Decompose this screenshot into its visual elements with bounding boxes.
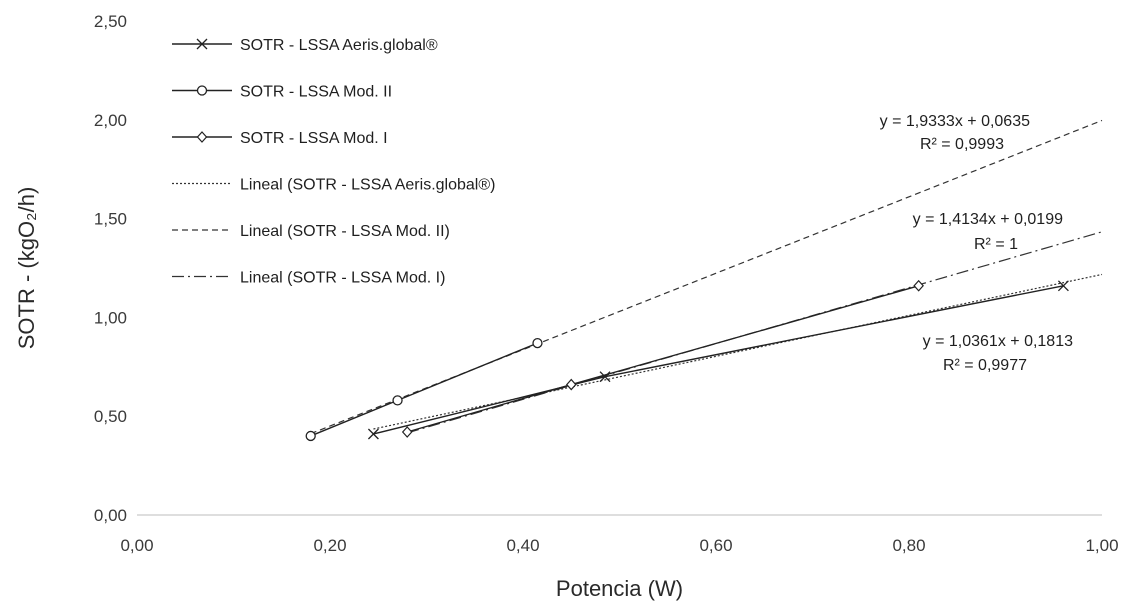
trendline-equation: y = 1,0361x + 0,1813 xyxy=(923,333,1073,350)
x-axis-title: Potencia (W) xyxy=(556,576,683,601)
trendline-r2: R² = 0,9977 xyxy=(943,357,1027,374)
x-tick-label: 0,80 xyxy=(892,536,925,555)
trendline-1 xyxy=(373,273,1103,430)
legend-label: SOTR - LSSA Aeris.global® xyxy=(240,37,438,54)
trendline-r2: R² = 0,9993 xyxy=(920,136,1004,153)
trendline-equation: y = 1,4134x + 0,0199 xyxy=(913,211,1063,228)
trendline-equation: y = 1,9333x + 0,0635 xyxy=(880,113,1030,130)
data-point xyxy=(532,337,543,349)
series-line-3 xyxy=(407,285,919,433)
data-point xyxy=(401,426,413,438)
x-tick-label: 0,60 xyxy=(699,536,732,555)
data-point xyxy=(305,430,316,442)
data-point xyxy=(913,279,924,292)
legend-label: SOTR - LSSA Mod. II xyxy=(240,84,392,101)
legend-label: SOTR - LSSA Mod. I xyxy=(240,130,388,147)
x-tick-label: 0,00 xyxy=(120,536,153,555)
legend: SOTR - LSSA Aeris.global® SOTR - LSSA Mod… xyxy=(172,37,495,287)
legend-marker xyxy=(196,131,208,143)
legend-label: Lineal (SOTR - LSSA Mod. II) xyxy=(240,223,450,240)
y-tick-label: 1,50 xyxy=(94,210,127,229)
y-tick-label: 0,50 xyxy=(94,407,127,426)
legend-label: Lineal (SOTR - LSSA Aeris.global®) xyxy=(240,177,495,194)
y-tick-label: 1,00 xyxy=(94,308,127,327)
legend-marker xyxy=(196,85,208,96)
y-tick-label: 2,50 xyxy=(94,12,127,31)
y-tick-label: 0,00 xyxy=(94,506,127,525)
x-tick-label: 0,20 xyxy=(313,536,346,555)
data-point xyxy=(565,378,577,391)
data-point xyxy=(1057,280,1069,292)
data-series xyxy=(305,279,1069,442)
x-tick-label: 0,40 xyxy=(506,536,539,555)
x-tick-label: 1,00 xyxy=(1085,536,1118,555)
axes: 0,00 0,50 1,00 1,50 2,00 2,50 0,00 0,20 0,40 0,60… xyxy=(14,12,1119,601)
y-axis-title: SOTR - (kgO₂/h) xyxy=(14,187,39,350)
trendline-r2: R² = 1 xyxy=(974,236,1018,253)
legend-label: Lineal (SOTR - LSSA Mod. I) xyxy=(240,270,445,287)
legend-marker xyxy=(196,38,208,50)
data-point xyxy=(367,428,379,440)
y-tick-label: 2,00 xyxy=(94,111,127,130)
data-point xyxy=(392,395,403,406)
trendline-equations: y = 1,0361x + 0,1813 R² = 0,9977 y = 1,933… xyxy=(880,113,1073,374)
